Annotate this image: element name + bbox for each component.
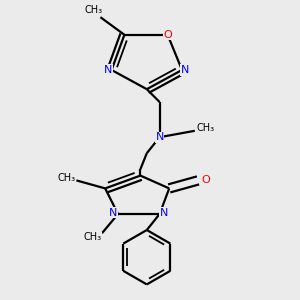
- Text: CH₃: CH₃: [197, 123, 215, 133]
- Text: O: O: [202, 176, 210, 185]
- Text: CH₃: CH₃: [83, 232, 101, 242]
- Text: CH₃: CH₃: [58, 173, 76, 183]
- Text: CH₃: CH₃: [85, 5, 103, 15]
- Text: N: N: [109, 208, 118, 218]
- Text: N: N: [160, 208, 168, 218]
- Text: N: N: [104, 65, 112, 75]
- Text: N: N: [181, 65, 189, 75]
- Text: N: N: [155, 132, 164, 142]
- Text: O: O: [163, 30, 172, 40]
